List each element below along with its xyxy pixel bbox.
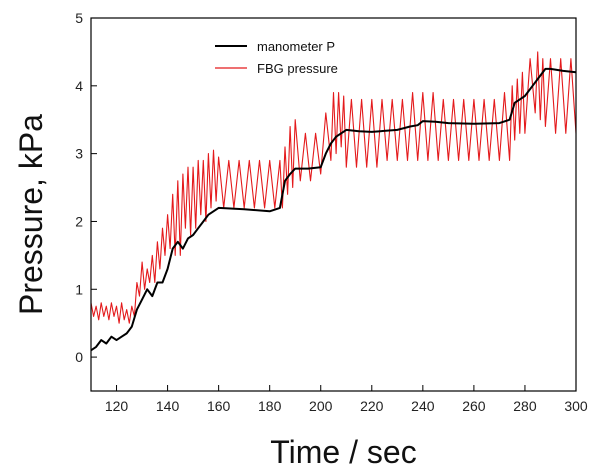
plot-area-frame (90, 17, 577, 392)
x-tick-label: 160 (207, 398, 231, 414)
legend-label-fbg-pressure: FBG pressure (257, 61, 338, 76)
y-axis-title: Pressure, kPa (13, 114, 49, 315)
x-tick-label: 200 (309, 398, 333, 414)
ticks-layer: 120 140 160 180 200 220 240 260 280 300 0 1 2 3 4 5 (75, 10, 588, 414)
x-tick-label: 120 (105, 398, 129, 414)
y-tick-label: 3 (75, 146, 83, 162)
x-tick-label: 240 (411, 398, 435, 414)
x-tick-label: 140 (156, 398, 180, 414)
y-tick-label: 0 (75, 349, 83, 365)
y-tick-label: 5 (75, 10, 83, 26)
x-tick-label: 280 (513, 398, 537, 414)
x-tick-label: 300 (564, 398, 588, 414)
series-line-fbg-pressure (90, 51, 577, 324)
legend: manometer P FBG pressure (215, 39, 338, 76)
x-tick-label: 260 (462, 398, 486, 414)
x-axis-title: Time / sec (270, 434, 416, 470)
series-layer (90, 51, 577, 352)
x-tick-label: 180 (258, 398, 282, 414)
y-tick-label: 4 (75, 78, 83, 94)
legend-label-manometer-p: manometer P (257, 39, 335, 54)
series-line-manometer-p (90, 67, 577, 352)
y-tick-label: 2 (75, 213, 83, 229)
y-tick-label: 1 (75, 281, 83, 297)
x-tick-label: 220 (360, 398, 384, 414)
